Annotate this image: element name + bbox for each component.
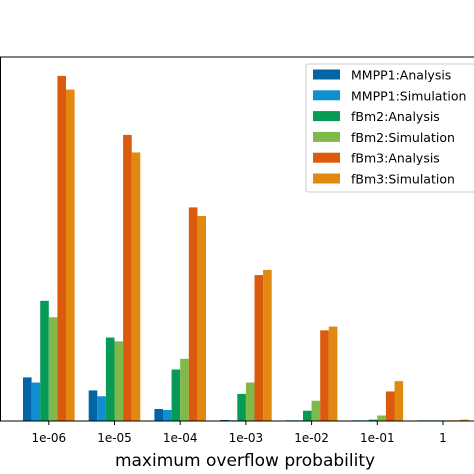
bar-fbm2-analysis-1e-04 (171, 369, 181, 421)
bar-fbm3-simulation-1e-04 (197, 215, 206, 421)
bar-fbm2-analysis-1e-02 (303, 410, 312, 421)
x-tick-label: 1e-01 (360, 431, 395, 445)
legend-label: fBm2:Analysis (351, 109, 440, 124)
legend-swatch (313, 152, 340, 163)
bar-fbm2-simulation-1e-06 (48, 317, 58, 421)
bar-fbm2-analysis-1e-03 (237, 393, 246, 421)
legend-swatch (313, 69, 340, 80)
bar-mmpp1-analysis-1e-06 (23, 377, 32, 421)
bar-fbm3-simulation-1e-01 (394, 381, 404, 421)
legend-swatch (313, 131, 340, 142)
legend: MMPP1:Analysis MMPP1:Simulation fBm2:Analy… (305, 63, 474, 193)
bar-mmpp1-analysis-1e-04 (154, 408, 163, 421)
x-axis-label: maximum overflow probability (115, 451, 375, 471)
bar-fbm2-simulation-1e-03 (245, 382, 255, 421)
bar-fbm3-analysis-1e-04 (188, 207, 198, 421)
legend-label: fBm3:Simulation (351, 172, 455, 187)
bar-mmpp1-analysis-1e-05 (88, 390, 98, 421)
x-tick-label: 1e-02 (294, 431, 329, 445)
x-tick-label: 1e-05 (97, 431, 132, 445)
plot-frame (0, 56, 474, 422)
legend-swatch (313, 90, 340, 101)
x-tick-label: 1e-04 (163, 431, 198, 445)
bar-fbm3-analysis-1e-05 (123, 134, 132, 421)
x-tick-group: 1e-06 1e-05 1e-04 1e-03 1e-02 1e-01 1 (31, 421, 447, 445)
bar-fbm3-simulation-1e-06 (66, 89, 75, 422)
bar-fbm3-simulation-1e-03 (263, 269, 272, 421)
bar-fbm2-simulation-1e-04 (180, 358, 189, 421)
legend-frame (305, 63, 474, 193)
bar-fbm3-analysis-1e-06 (57, 75, 66, 421)
bar-fbm2-analysis-1e-05 (105, 337, 115, 421)
bar-fbm3-analysis-1e-01 (385, 391, 395, 421)
x-tick-label: 1e-06 (31, 431, 66, 445)
legend-entries: MMPP1:Analysis MMPP1:Simulation fBm2:Analy… (313, 68, 466, 187)
x-tick-label: 1e-03 (229, 431, 264, 445)
bar-mmpp1-analysis-1e-03 (220, 419, 229, 421)
legend-label: MMPP1:Simulation (351, 88, 466, 103)
x-tick-label: 1 (439, 431, 447, 445)
bar-fbm2-analysis-1e-01 (368, 419, 378, 421)
bar-fbm3-simulation-1e-02 (328, 326, 338, 421)
bar-fbm3-analysis-1e-02 (320, 330, 329, 421)
bar-mmpp1-simulation-1e-05 (97, 396, 106, 421)
bar-fbm2-simulation-1e-02 (311, 400, 321, 421)
bar-fbm2-analysis-1e-06 (40, 300, 49, 421)
bar-fbm3-simulation-1 (460, 419, 469, 421)
bar-fbm2-simulation-1e-01 (377, 415, 386, 421)
legend-label: fBm3:Analysis (351, 151, 440, 166)
bar-fbm2-simulation-1e-05 (114, 341, 124, 421)
legend-label: fBm2:Simulation (351, 130, 455, 145)
legend-label: MMPP1:Analysis (351, 68, 451, 83)
bar-fbm3-simulation-1e-05 (131, 152, 141, 421)
legend-swatch (313, 111, 340, 122)
bar-mmpp1-simulation-1e-04 (163, 410, 172, 421)
bar-mmpp1-simulation-1e-06 (31, 382, 41, 421)
bar-group (23, 75, 469, 422)
bar-fbm3-analysis-1e-03 (254, 275, 264, 421)
legend-swatch (313, 173, 340, 184)
